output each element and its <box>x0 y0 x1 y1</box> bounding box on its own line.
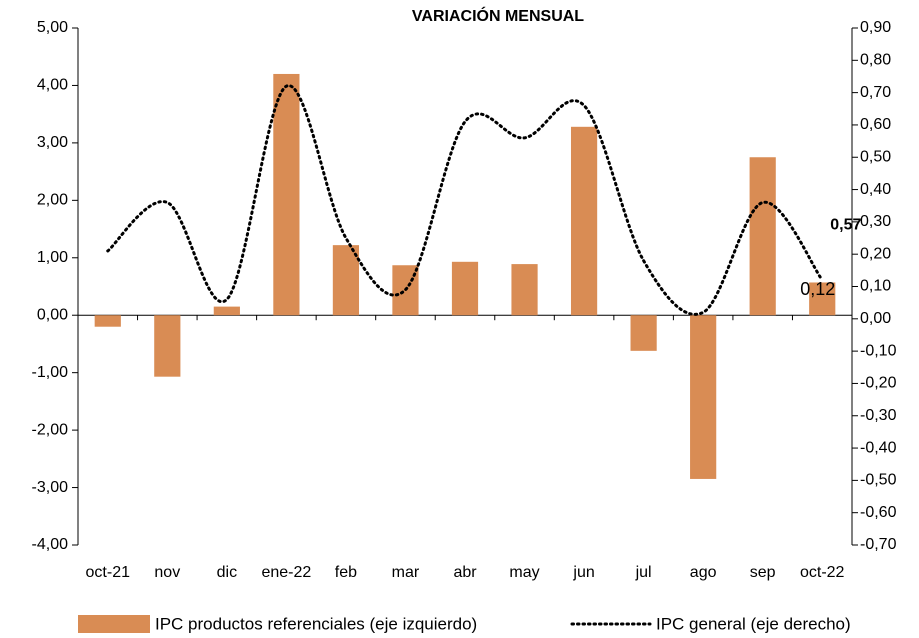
bar <box>630 315 657 351</box>
data-label: 0,57 <box>830 217 861 234</box>
bar <box>154 315 181 377</box>
x-tick-label: oct-21 <box>86 564 131 581</box>
x-tick-label: oct-22 <box>800 564 845 581</box>
y2-tick-label: 0,20 <box>860 245 891 262</box>
bar <box>511 264 538 316</box>
y-tick-label: 5,00 <box>37 19 68 36</box>
y2-tick-label: 0,50 <box>860 148 891 165</box>
bar <box>570 126 598 316</box>
bar <box>273 73 300 316</box>
legend-swatch <box>78 615 150 633</box>
y2-tick-label: 0,90 <box>860 19 891 36</box>
legend-label: IPC productos referenciales (eje izquier… <box>155 614 477 633</box>
x-tick-label: ene-22 <box>261 564 311 581</box>
y-tick-label: 3,00 <box>37 134 68 151</box>
y2-tick-label: -0,40 <box>860 439 897 456</box>
y2-tick-label: 0,40 <box>860 181 891 198</box>
x-tick-label: dic <box>217 564 237 581</box>
x-tick-label: jul <box>635 564 652 581</box>
y2-tick-label: 0,00 <box>860 310 891 327</box>
x-tick-label: sep <box>750 564 776 581</box>
data-label: 0,12 <box>800 279 835 299</box>
x-tick-label: mar <box>392 564 420 581</box>
x-tick-label: abr <box>453 564 477 581</box>
bar <box>690 315 717 479</box>
y2-tick-label: -0,30 <box>860 407 897 424</box>
y2-tick-label: -0,50 <box>860 472 897 489</box>
y2-tick-label: -0,60 <box>860 504 897 521</box>
y2-tick-label: 0,10 <box>860 278 891 295</box>
y2-tick-label: 0,60 <box>860 116 891 133</box>
y2-tick-label: 0,70 <box>860 84 891 101</box>
y2-tick-label: 0,80 <box>860 52 891 69</box>
y2-tick-label: 0,30 <box>860 213 891 230</box>
bar <box>809 282 836 316</box>
chart-title: VARIACIÓN MENSUAL <box>412 6 584 25</box>
bar <box>94 315 121 327</box>
x-tick-label: may <box>509 564 539 581</box>
y2-tick-label: -0,70 <box>860 536 897 553</box>
bar <box>332 245 360 316</box>
bar <box>749 157 776 316</box>
x-tick-label: nov <box>154 564 180 581</box>
bar <box>451 261 479 316</box>
y-tick-label: 2,00 <box>37 192 68 209</box>
y-tick-label: 4,00 <box>37 77 68 94</box>
y2-tick-label: -0,10 <box>860 342 897 359</box>
legend-label: IPC general (eje derecho) <box>656 614 851 633</box>
line <box>106 84 824 316</box>
bar <box>213 306 240 316</box>
y-tick-label: -3,00 <box>32 479 69 496</box>
y-tick-label: 0,00 <box>37 306 68 323</box>
y-tick-label: 1,00 <box>37 249 68 266</box>
x-tick-label: feb <box>335 564 357 581</box>
y2-tick-label: -0,20 <box>860 375 897 392</box>
y-tick-label: -1,00 <box>32 364 69 381</box>
y-tick-label: -2,00 <box>32 421 69 438</box>
x-tick-label: jun <box>572 564 594 581</box>
x-tick-label: ago <box>690 564 717 581</box>
y-tick-label: -4,00 <box>32 536 69 553</box>
